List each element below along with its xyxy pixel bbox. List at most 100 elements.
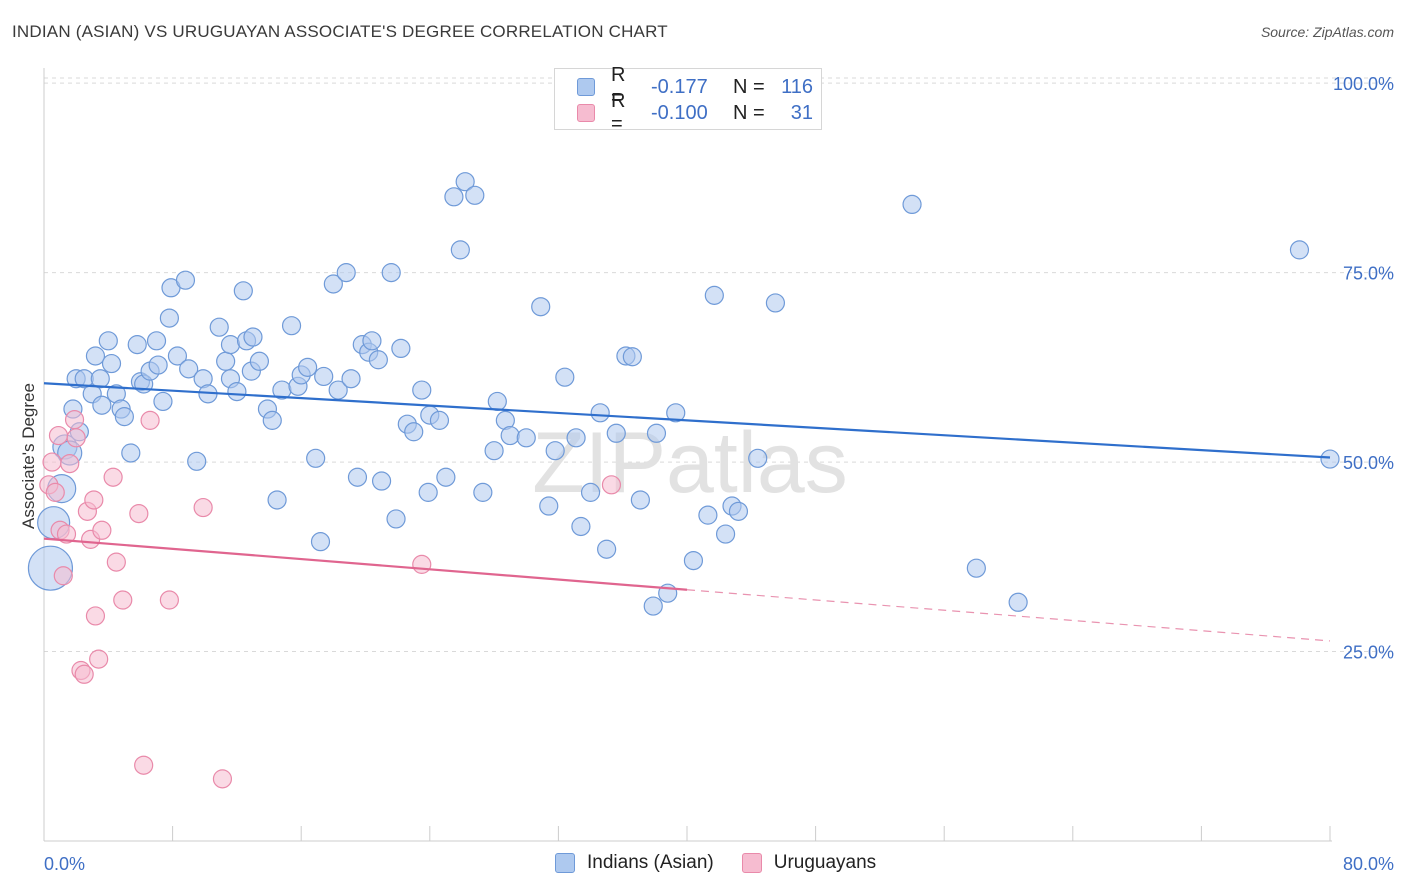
indians-point: [314, 366, 334, 387]
indians-point: [1008, 592, 1028, 612]
trend-lines: [43, 382, 1331, 642]
source-label: Source: ZipAtlas.com: [1260, 24, 1394, 40]
indians-point: [233, 281, 253, 301]
indians-point: [646, 423, 667, 443]
indians-point: [262, 410, 282, 430]
indians-point: [571, 516, 591, 537]
indians-point: [98, 331, 118, 351]
indians-point: [148, 355, 168, 375]
y-tick-label: 100.0%: [1333, 74, 1394, 94]
legend-r-label: R =: [611, 90, 626, 135]
indians-point: [436, 467, 456, 487]
series-legend: Indians (Asian) Uruguayans: [555, 852, 904, 874]
uruguayans-point: [53, 566, 73, 586]
indians-point: [429, 410, 450, 430]
indians-point: [298, 357, 318, 377]
indians-point: [484, 441, 504, 461]
y-tick-label: 25.0%: [1343, 643, 1394, 663]
indians-point: [323, 274, 343, 294]
indians-point: [455, 172, 475, 192]
indians-point: [728, 501, 749, 521]
indians-point: [227, 381, 247, 402]
indians-point: [500, 425, 520, 446]
indians-point: [698, 505, 718, 525]
indians-point: [555, 367, 575, 387]
legend-item-indians[interactable]: Indians (Asian): [555, 852, 714, 874]
x-tick-label-min: 0.0%: [44, 854, 85, 874]
trend-line-1: [43, 537, 688, 591]
indians-point: [187, 451, 207, 471]
uruguayans-point: [212, 769, 233, 789]
legend-item-uruguayans[interactable]: Uruguayans: [741, 852, 877, 874]
indians-point: [179, 359, 199, 379]
indians-point: [566, 428, 586, 448]
indians-point: [545, 441, 565, 461]
uruguayans-point: [64, 410, 85, 430]
legend-n-value: 31: [790, 101, 813, 124]
indians-point: [328, 380, 348, 400]
indians-point: [216, 351, 236, 371]
series-points: [27, 172, 1340, 789]
indians-point: [765, 293, 786, 313]
indians-point: [487, 391, 507, 412]
indians-point: [175, 270, 196, 290]
indians-point: [590, 403, 610, 423]
legend-label-uruguayans: Uruguayans: [773, 852, 877, 873]
series-0: [27, 172, 1340, 616]
legend-swatch-pink: [741, 853, 762, 873]
indians-point: [159, 308, 179, 328]
legend-r-value: -0.177: [651, 75, 708, 98]
indians-point: [539, 496, 559, 516]
indians-point: [336, 263, 356, 283]
indians-point: [146, 331, 167, 351]
uruguayans-point: [103, 467, 123, 487]
indians-point: [371, 471, 392, 491]
indians-point: [101, 353, 122, 374]
y-tick-label: 50.0%: [1343, 453, 1394, 473]
indians-point: [386, 509, 406, 529]
indians-point: [606, 423, 626, 443]
uruguayans-point: [412, 554, 432, 574]
indians-point: [85, 346, 106, 366]
indians-point: [643, 596, 663, 616]
uruguayans-point: [134, 755, 154, 775]
uruguayans-point: [66, 428, 86, 448]
legend-n-label: N =: [733, 101, 765, 124]
indians-point: [444, 187, 464, 207]
uruguayans-point: [113, 590, 133, 610]
correlation-legend: R = -0.177 N = 116 R = -0.100 N = 31: [554, 64, 822, 135]
uruguayans-point: [85, 606, 106, 626]
uruguayans-point: [74, 664, 94, 684]
x-axis-ticks: [43, 826, 1331, 841]
uruguayans-point: [60, 453, 80, 474]
indians-point: [1289, 240, 1310, 260]
indians-point: [531, 297, 551, 317]
uruguayans-point: [601, 475, 622, 495]
indians-point: [267, 490, 287, 510]
indians-point: [249, 351, 270, 371]
indians-point: [418, 482, 438, 502]
uruguayans-point: [106, 552, 126, 572]
indians-point: [310, 532, 331, 552]
uruguayans-point: [92, 520, 112, 540]
indians-point: [622, 347, 642, 367]
indians-point: [1320, 449, 1340, 469]
indians-point: [281, 316, 302, 336]
indians-point: [630, 490, 650, 510]
indians-point: [666, 403, 686, 423]
uruguayans-point: [45, 482, 65, 502]
indians-point: [391, 338, 411, 359]
indians-point: [412, 380, 432, 400]
indians-point: [347, 467, 368, 487]
indians-point: [902, 194, 922, 215]
indians-point: [580, 482, 601, 502]
uruguayans-point: [84, 490, 104, 510]
x-tick-label-max: 80.0%: [1343, 854, 1394, 874]
trend-line-0: [43, 382, 1331, 459]
indians-point: [362, 331, 382, 351]
indians-point: [473, 482, 493, 502]
indians-point: [381, 263, 401, 283]
indians-point: [243, 327, 263, 347]
y-tick-label: 75.0%: [1343, 264, 1394, 284]
